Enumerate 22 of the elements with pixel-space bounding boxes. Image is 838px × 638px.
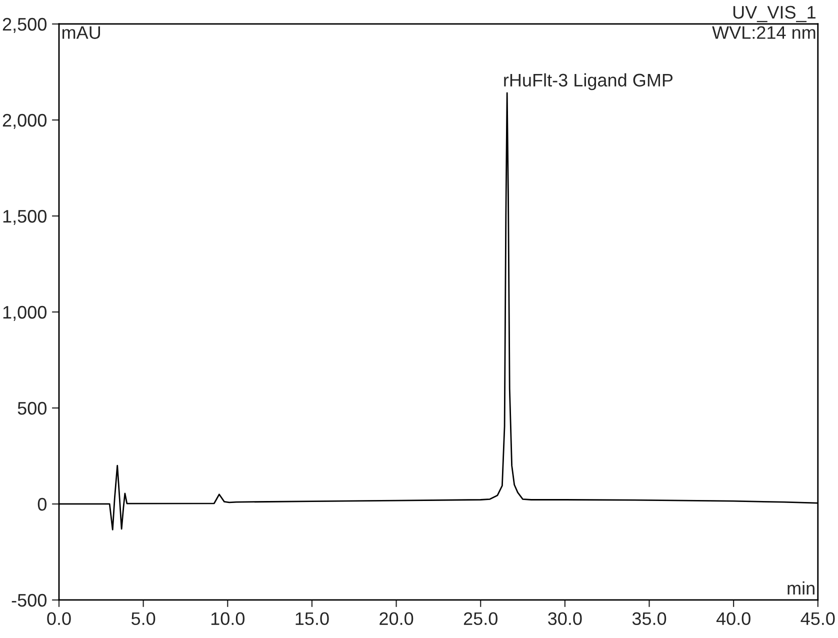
- y-tick-label: -500: [12, 594, 46, 607]
- y-tick-label: 1,000: [3, 306, 46, 321]
- x-tick-label: 25.0: [464, 612, 498, 626]
- x-tick-label: 40.0: [716, 612, 750, 626]
- x-tick-label: 15.0: [296, 612, 329, 626]
- x-tick-label: 45.0: [800, 612, 835, 626]
- y-axis-title: mAU: [62, 26, 100, 39]
- x-tick-label: 30.0: [548, 612, 582, 626]
- x-tick-label: 20.0: [380, 612, 414, 626]
- y-tick-label: 500: [18, 402, 46, 415]
- text: UV_VIS_1: [733, 6, 816, 22]
- y-tick-label: 2,500: [2, 18, 46, 33]
- x-tick-label: 10.0: [211, 612, 245, 626]
- x-tick-label: 0.0: [47, 612, 71, 626]
- annotation: rHuFlt-3 Ligand GMP: [504, 73, 673, 90]
- annotation: WVL:214 nm: [712, 26, 816, 39]
- x-tick-label: 35.0: [632, 612, 666, 626]
- y-tick-label: 0: [38, 498, 46, 511]
- y-tick-label: 2,000: [2, 114, 46, 129]
- x-axis-title: min: [788, 581, 814, 594]
- y-tick-label: 1,500: [3, 210, 46, 225]
- x-tick-label: 5.0: [131, 612, 156, 626]
